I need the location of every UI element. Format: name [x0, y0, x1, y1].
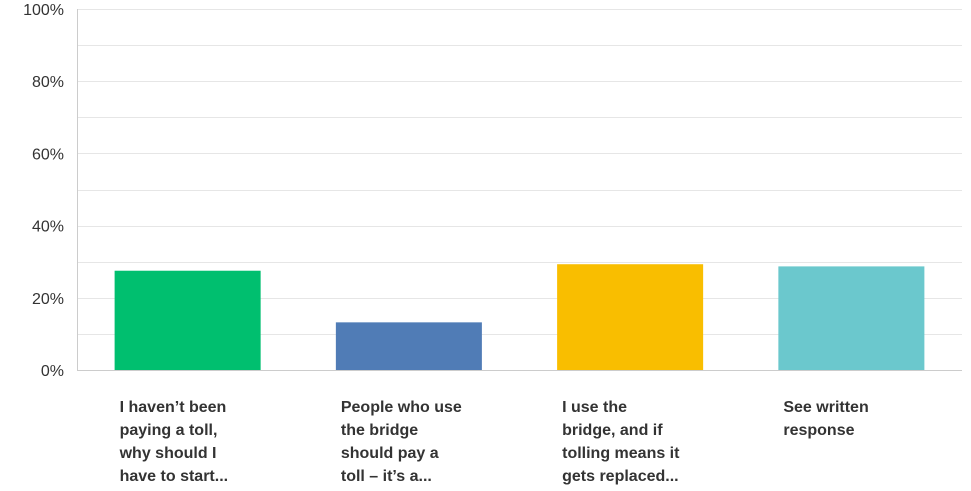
- category-label-line: I haven’t been: [120, 399, 227, 416]
- category-label-1: I haven’t been paying a toll, why should I…: [119, 399, 228, 485]
- bar-2: [335, 322, 482, 370]
- category-label-line: toll – it’s a...: [341, 468, 432, 485]
- category-label-line: paying a toll,: [120, 422, 218, 439]
- category-label-line: People who use: [341, 399, 462, 416]
- bar-3: [557, 264, 704, 370]
- y-tick-label: 60%: [32, 146, 64, 163]
- category-label-line: See written: [783, 399, 868, 416]
- category-label-line: gets replaced...: [562, 468, 679, 485]
- y-tick-label: 40%: [32, 219, 64, 236]
- bar-1: [114, 270, 261, 370]
- bars: [114, 264, 925, 370]
- category-label-line: response: [783, 422, 854, 439]
- category-label-line: why should I: [119, 445, 217, 462]
- category-label-line: have to start...: [120, 468, 228, 485]
- category-label-line: should pay a: [341, 445, 439, 462]
- category-label-3: I use the bridge, and if tolling means it g…: [562, 399, 680, 485]
- y-tick-label: 80%: [32, 74, 64, 91]
- category-label-line: I use the: [562, 399, 627, 416]
- category-label-2: People who use the bridge should pay a toll…: [341, 399, 462, 485]
- x-axis-labels: I haven’t been paying a toll, why should I…: [119, 399, 869, 485]
- category-label-line: the bridge: [341, 422, 418, 439]
- y-tick-label: 20%: [32, 291, 64, 308]
- y-axis-ticks: 0% 20% 40% 60% 80% 100%: [23, 2, 64, 380]
- category-label-4: See written response: [783, 399, 868, 439]
- y-tick-label: 0%: [41, 363, 64, 380]
- y-tick-label: 100%: [23, 2, 64, 19]
- category-label-line: bridge, and if: [562, 422, 663, 439]
- bar-4: [778, 266, 925, 370]
- category-label-line: tolling means it: [562, 445, 680, 462]
